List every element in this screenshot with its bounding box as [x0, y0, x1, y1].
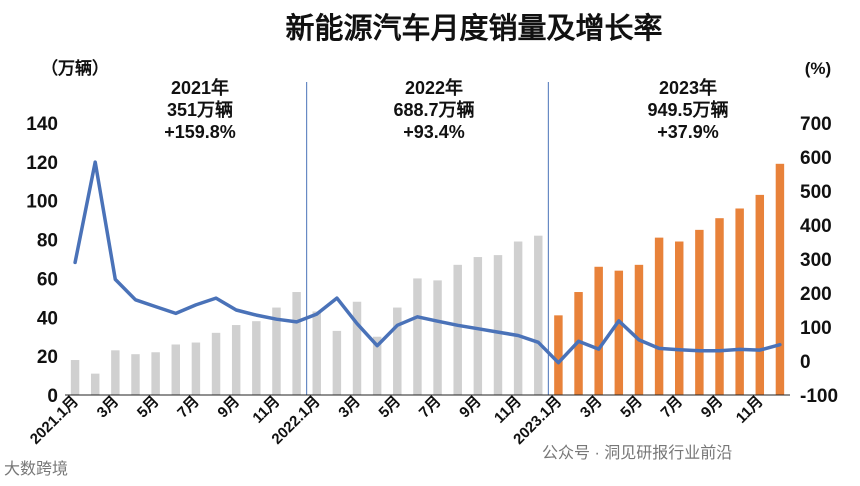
bar-28 — [614, 270, 624, 395]
left-tick-label: 120 — [26, 153, 58, 174]
year-dividers — [306, 82, 549, 395]
bar-30 — [654, 237, 664, 395]
bar-29 — [634, 264, 644, 395]
right-tick-label: 100 — [800, 318, 832, 339]
bar-7 — [191, 342, 201, 395]
bar-27 — [594, 266, 603, 395]
x-tick-label: 5月 — [134, 393, 163, 422]
x-tick-label: 7月 — [416, 393, 445, 422]
annotation-year: 2021年 — [171, 77, 229, 98]
bar-16 — [372, 336, 382, 395]
bar-23 — [513, 241, 523, 395]
x-tick-label: 5月 — [617, 393, 646, 422]
right-tick-label: 700 — [800, 114, 832, 135]
x-tick-label: 9月 — [698, 393, 727, 422]
annotation-total: 688.7万辆 — [393, 99, 474, 120]
bar-4 — [131, 354, 140, 395]
right-tick-label: 600 — [800, 148, 832, 169]
x-tick-label: 7月 — [174, 393, 203, 422]
bar-13 — [312, 311, 321, 395]
bar-18 — [413, 278, 422, 395]
x-tick-label: 3月 — [94, 393, 123, 422]
right-tick-label: -100 — [800, 386, 838, 407]
year-annotation-2022: 2022年 688.7万辆 +93.4% — [393, 77, 474, 142]
x-tick-label: 5月 — [376, 393, 405, 422]
left-axis-unit: （万辆） — [41, 58, 109, 78]
x-tick-label: 11月 — [491, 393, 525, 427]
bar-series-group — [70, 163, 785, 395]
growth-rate-line — [73, 160, 782, 365]
right-tick-label: 0 — [800, 352, 811, 373]
bar-2 — [90, 373, 100, 395]
annotation-growth: +93.4% — [403, 122, 465, 142]
left-axis-ticks: 0 20 40 60 80 100 120 140 — [26, 114, 58, 407]
x-tick-label: 7月 — [658, 393, 687, 422]
annotation-total: 949.5万辆 — [647, 99, 728, 120]
right-axis-ticks: -100 0 100 200 300 400 500 600 700 — [800, 114, 838, 407]
watermark-right: 公众号 · 洞见研报行业前沿 — [542, 444, 732, 462]
x-tick-label: 9月 — [456, 393, 485, 422]
bar-35 — [755, 194, 765, 395]
bar-9 — [231, 325, 241, 395]
bar-6 — [171, 344, 180, 395]
bar-19 — [433, 280, 442, 395]
bar-11 — [272, 307, 281, 395]
year-annotation-2023: 2023年 949.5万辆 +37.9% — [647, 77, 728, 142]
bar-17 — [393, 307, 402, 395]
right-axis-unit: (%) — [805, 59, 831, 78]
bar-25 — [554, 315, 563, 395]
right-tick-label: 400 — [800, 216, 832, 237]
line-series-group — [73, 160, 782, 365]
annotation-year: 2023年 — [659, 77, 717, 98]
right-tick-label: 500 — [800, 182, 832, 203]
chart-title: 新能源汽车月度销量及增长率 — [285, 11, 662, 45]
bar-33 — [715, 218, 724, 395]
left-tick-label: 20 — [37, 347, 58, 368]
bar-3 — [111, 350, 120, 395]
bar-15 — [352, 301, 362, 395]
bar-20 — [453, 264, 462, 395]
left-tick-label: 60 — [37, 269, 58, 290]
bar-10 — [252, 321, 261, 395]
bar-1 — [70, 360, 80, 395]
bar-21 — [473, 257, 483, 395]
bar-34 — [735, 208, 744, 395]
bar-5 — [151, 352, 160, 395]
bar-36 — [775, 163, 785, 395]
x-tick-label: 11月 — [249, 393, 283, 427]
left-tick-label: 40 — [37, 308, 58, 329]
right-tick-label: 200 — [800, 284, 832, 305]
bar-14 — [332, 330, 342, 395]
x-tick-label: 3月 — [577, 393, 606, 422]
bar-22 — [493, 255, 503, 395]
left-tick-label: 140 — [26, 114, 58, 135]
left-tick-label: 100 — [26, 192, 58, 213]
bar-32 — [695, 229, 704, 395]
annotation-total: 351万辆 — [167, 99, 233, 120]
left-tick-label: 0 — [47, 386, 58, 407]
x-tick-label: 9月 — [214, 393, 243, 422]
watermark-left: 大数跨境 — [4, 459, 68, 478]
year-annotation-2021: 2021年 351万辆 +159.8% — [164, 77, 236, 142]
x-tick-label: 3月 — [335, 393, 364, 422]
annotation-year: 2022年 — [405, 77, 463, 98]
bar-12 — [292, 292, 301, 395]
bar-24 — [534, 235, 543, 395]
annotation-growth: +159.8% — [164, 122, 236, 142]
bar-8 — [211, 332, 221, 395]
right-tick-label: 300 — [800, 250, 832, 271]
x-tick-label: 11月 — [733, 393, 767, 427]
bar-31 — [675, 241, 684, 395]
left-tick-label: 80 — [37, 231, 58, 252]
annotation-growth: +37.9% — [657, 122, 719, 142]
